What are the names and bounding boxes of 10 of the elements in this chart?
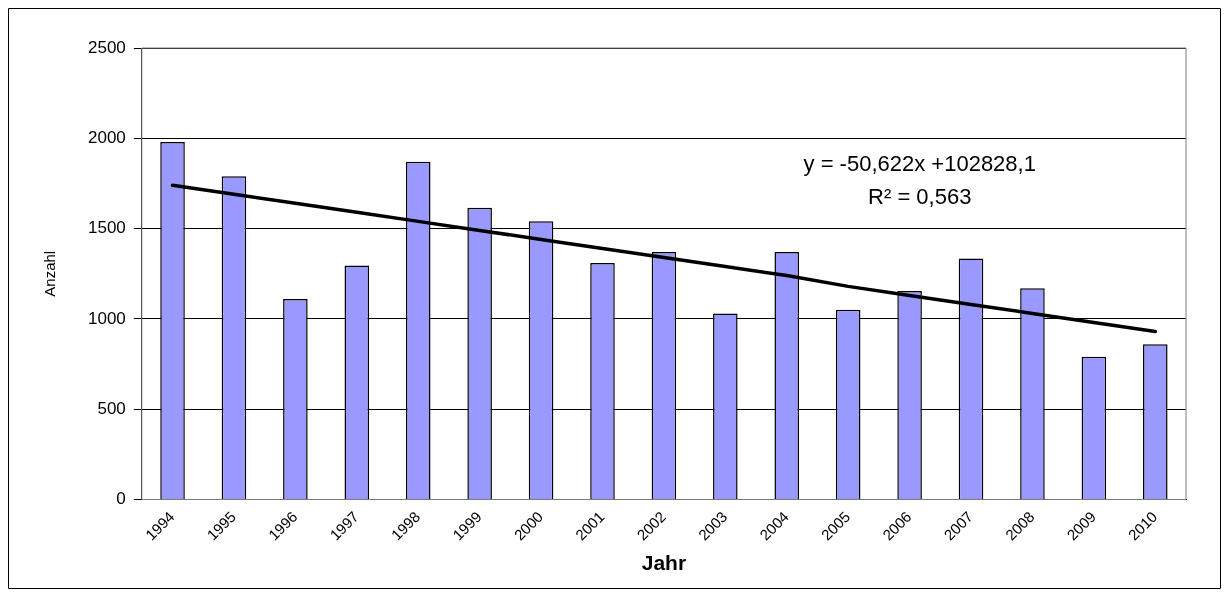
y-tick-label: 0 [116,489,126,509]
y-tick-label: 1000 [87,308,126,328]
annotation: y = -50,622x +102828,1 [803,151,1036,177]
y-tick-label: 1500 [87,218,126,238]
y-axis-title: Anzahl [41,250,59,297]
annotation: R² = 0,563 [868,184,972,210]
y-tick-label: 500 [97,398,126,418]
x-axis-title: Jahr [641,551,687,575]
y-tick-label: 2500 [87,37,126,57]
y-tick-label: 2000 [87,127,126,147]
